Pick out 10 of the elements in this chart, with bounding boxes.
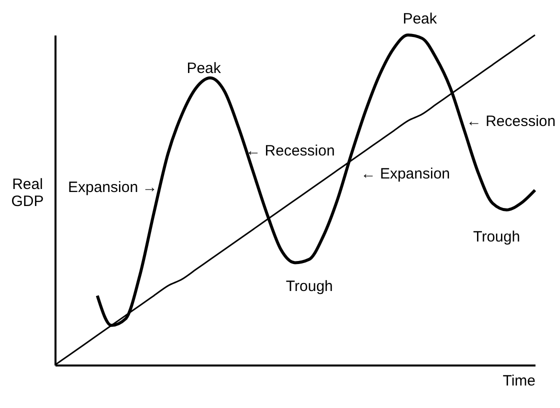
annotation: ← Recession [246,142,335,160]
x-axis-title: Time [502,372,536,390]
annotation: Peak [186,60,222,77]
y-axis-title: Real GDP [11,176,44,210]
annotation: ← Expansion [360,166,450,183]
annotation: Expansion → [68,178,158,196]
text: Peak [402,10,438,28]
annotation: Trough [286,278,333,295]
annotation: Trough [473,228,520,246]
annotation: ← Recession [466,112,556,130]
